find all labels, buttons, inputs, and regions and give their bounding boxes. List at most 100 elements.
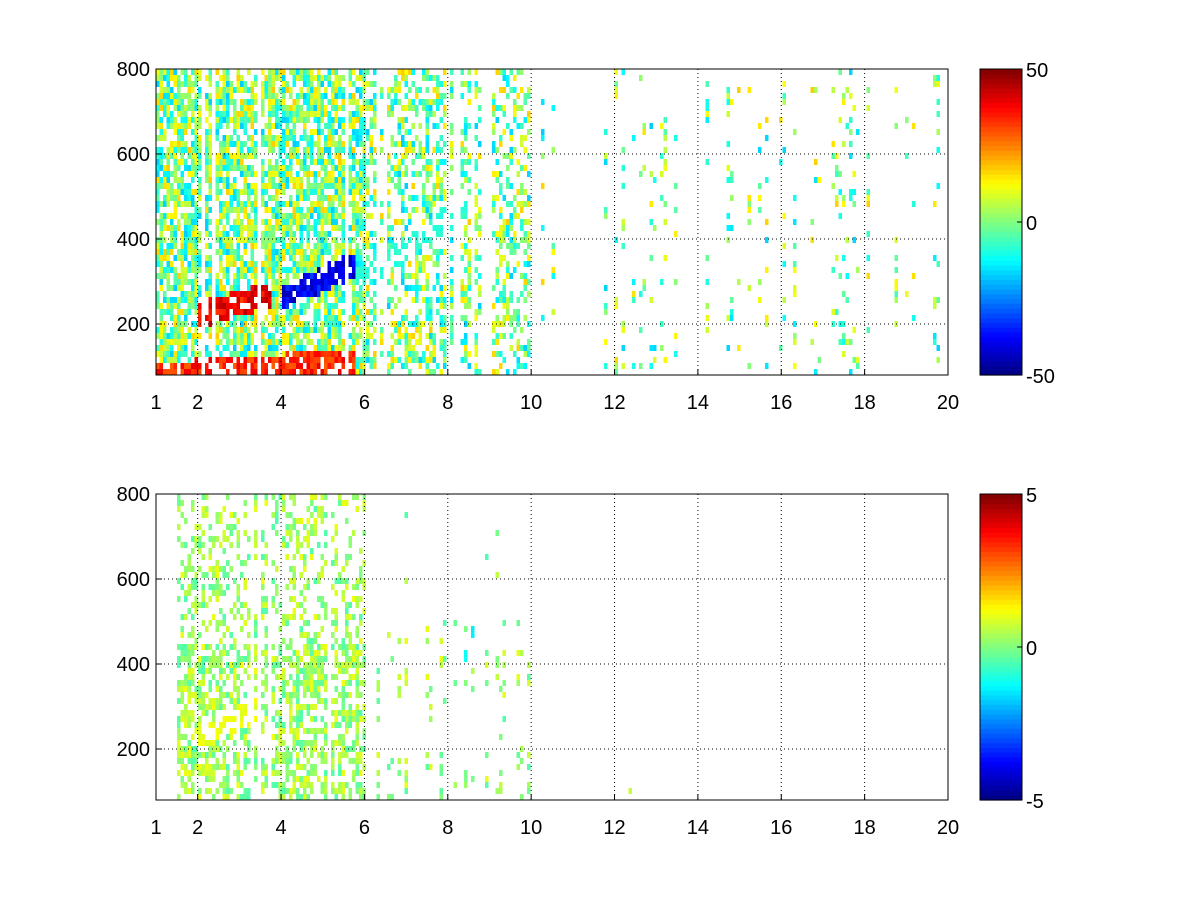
heatmap-cell [341,147,345,153]
heatmap-cell [306,105,310,111]
heatmap-cell [191,69,195,75]
heatmap-cell [520,69,524,75]
heatmap-cell [324,704,328,710]
heatmap-cell [415,135,419,141]
heatmap-cell [621,225,625,231]
heatmap-cell [310,351,314,357]
heatmap-cell [516,764,520,770]
heatmap-cell [366,129,370,135]
heatmap-cell [170,267,174,273]
heatmap-cell [355,626,359,632]
heatmap-cell [285,554,289,560]
heatmap-cell [247,219,251,225]
heatmap-cell [320,75,324,81]
heatmap-cell [299,135,303,141]
heatmap-cell [222,183,226,189]
heatmap-cell [156,327,160,333]
heatmap-cell [275,171,279,177]
heatmap-cell [243,333,247,339]
heatmap-cell [156,303,160,309]
heatmap-cell [359,129,363,135]
heatmap-cell [215,590,219,596]
heatmap-cell [261,722,265,728]
heatmap-cell [177,351,181,357]
heatmap-cell [394,141,398,147]
heatmap-cell [264,237,268,243]
heatmap-cell [191,644,195,650]
heatmap-cell [215,291,219,297]
heatmap-cell [418,309,422,315]
heatmap-cell [355,722,359,728]
heatmap-cell [653,357,657,363]
heatmap-cell [320,195,324,201]
heatmap-cell [352,123,356,129]
heatmap-cell [464,656,468,662]
heatmap-cell [397,87,401,93]
heatmap-cell [369,147,373,153]
heatmap-cell [313,614,317,620]
x-tick-label: 8 [442,817,453,839]
heatmap-cell [866,195,870,201]
heatmap-cell [208,219,212,225]
heatmap-cell [226,572,230,578]
heatmap-cell [198,165,202,171]
heatmap-cell [226,788,230,794]
heatmap-cell [464,285,468,291]
heatmap-cell [247,267,251,273]
heatmap-cell [170,357,174,363]
heatmap-cell [261,608,265,614]
heatmap-cell [271,656,275,662]
heatmap-cell [327,111,331,117]
heatmap-cell [401,315,405,321]
heatmap-cell [163,183,167,189]
heatmap-cell [201,590,205,596]
heatmap-cell [415,153,419,159]
heatmap-cell [317,309,321,315]
heatmap-cell [180,291,184,297]
heatmap-cell [604,159,608,165]
heatmap-cell [341,183,345,189]
heatmap-cell [250,147,254,153]
heatmap-cell [320,159,324,165]
heatmap-cell [226,303,230,309]
heatmap-cell [348,333,352,339]
heatmap-cell [271,764,275,770]
heatmap-cell [268,81,272,87]
heatmap-cell [173,153,177,159]
heatmap-cell [275,195,279,201]
heatmap-cell [289,698,293,704]
heatmap-cell [415,111,419,117]
heatmap-cell [306,111,310,117]
heatmap-cell [222,105,226,111]
heatmap-cell [285,369,289,375]
heatmap-cell [320,255,324,261]
heatmap-cell [317,231,321,237]
heatmap-cell [240,267,244,273]
heatmap-cell [268,261,272,267]
heatmap-cell [373,99,377,105]
colorbar-swatch [980,584,1022,591]
heatmap-cell [527,788,531,794]
heatmap-cell [173,129,177,135]
heatmap-cell [236,303,240,309]
heatmap-cell [422,105,426,111]
heatmap-cell [516,261,520,267]
heatmap-cell [180,369,184,375]
heatmap-cell [765,117,769,123]
heatmap-cell [404,327,408,333]
heatmap-cell [334,327,338,333]
heatmap-cell [292,333,296,339]
heatmap-cell [331,279,335,285]
heatmap-cell [306,662,310,668]
heatmap-cell [513,309,517,315]
heatmap-cell [299,207,303,213]
heatmap-cell [268,147,272,153]
heatmap-cell [243,321,247,327]
heatmap-cell [464,333,468,339]
heatmap-cell [429,309,433,315]
heatmap-cell [338,662,342,668]
heatmap-cell [156,165,160,171]
heatmap-cell [233,303,237,309]
heatmap-cell [240,321,244,327]
heatmap-cell [156,159,160,165]
